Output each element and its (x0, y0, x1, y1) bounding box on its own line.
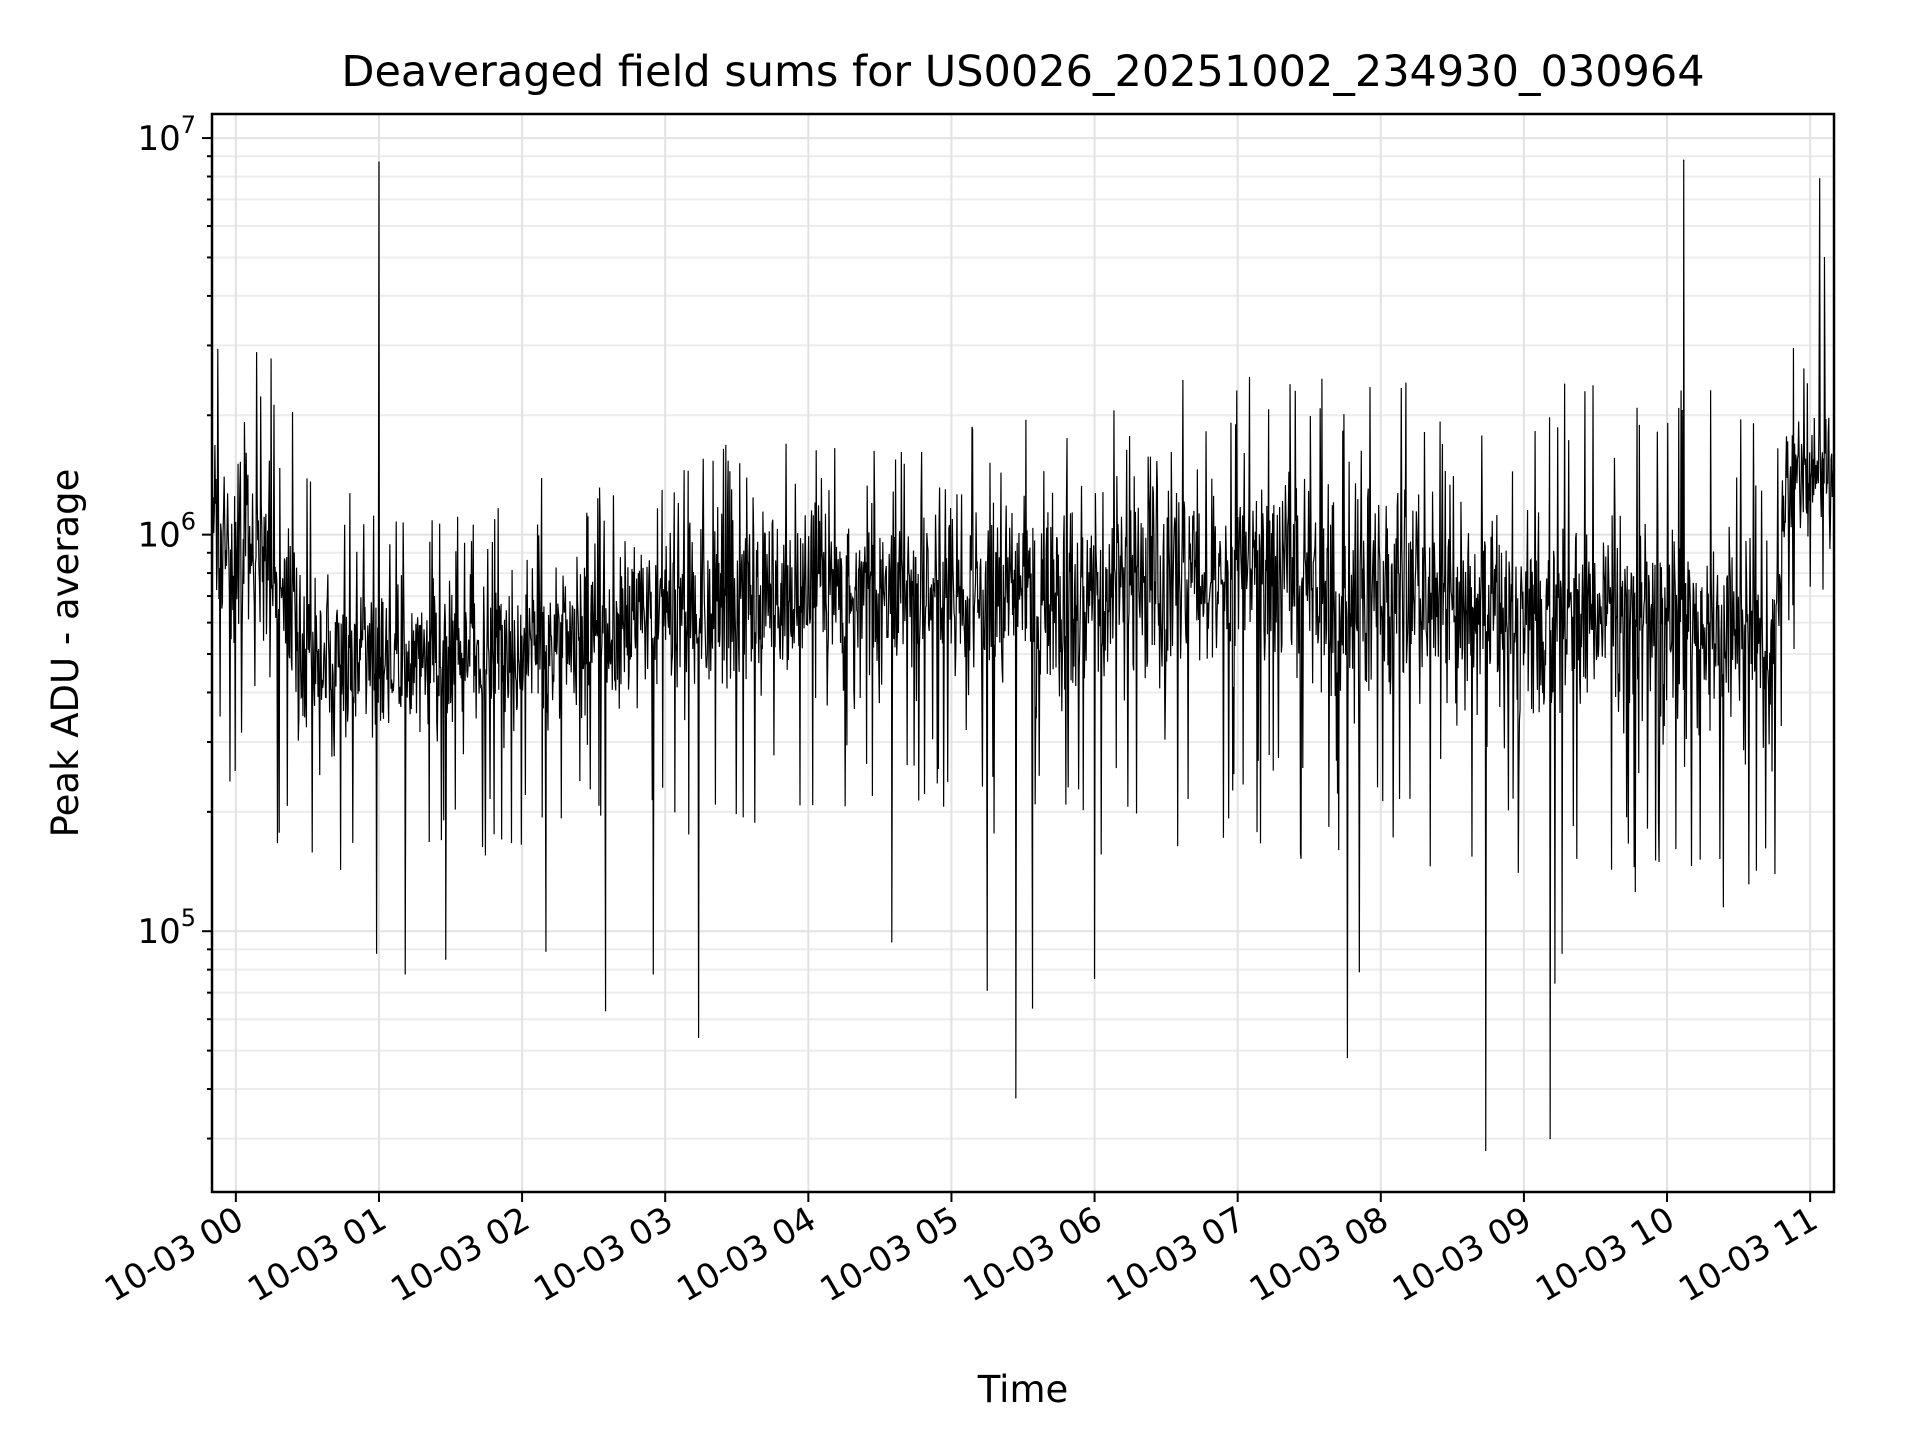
series-line (211, 160, 1835, 1151)
y-tick-base: 10 (137, 912, 180, 952)
spike-point (1561, 952, 1563, 954)
spike-point (1819, 178, 1821, 180)
y-axis-label: Peak ADU - average (44, 469, 87, 838)
spike-point (986, 989, 988, 991)
y-tick-exponent: 7 (181, 111, 196, 139)
spike-point (652, 973, 654, 975)
spike-point (1346, 1057, 1348, 1059)
y-tick-exponent: 6 (181, 508, 196, 536)
spike-point (1554, 982, 1556, 984)
spike-point (1683, 159, 1685, 161)
spike-point (378, 161, 380, 163)
spike-point (1358, 971, 1360, 973)
plot-frame (210, 112, 1836, 1194)
y-tick-label: 107 (137, 111, 196, 159)
spike-point (698, 1036, 700, 1038)
series-layer (211, 159, 1835, 1152)
spike-point (1549, 1137, 1551, 1140)
y-tick-base: 10 (137, 119, 180, 159)
spike-point (604, 1010, 607, 1012)
y-tick-exponent: 5 (181, 904, 196, 932)
y-tick-label: 106 (137, 508, 196, 556)
y-tick-label: 105 (137, 904, 196, 952)
y-tick-base: 10 (137, 516, 180, 556)
spike-point (445, 958, 447, 960)
spike-point (1823, 256, 1826, 259)
spike-point (1485, 1149, 1487, 1152)
spike-point (375, 952, 378, 954)
x-axis-label: Time (977, 1368, 1069, 1411)
spike-point (1093, 977, 1096, 980)
chart-title: Deaveraged field sums for US0026_2025100… (341, 47, 1704, 97)
spike-point (1031, 1007, 1034, 1009)
spike-point (404, 973, 406, 975)
spike-point (1015, 1097, 1017, 1099)
spike-point (891, 941, 893, 943)
spike-point (545, 950, 547, 952)
